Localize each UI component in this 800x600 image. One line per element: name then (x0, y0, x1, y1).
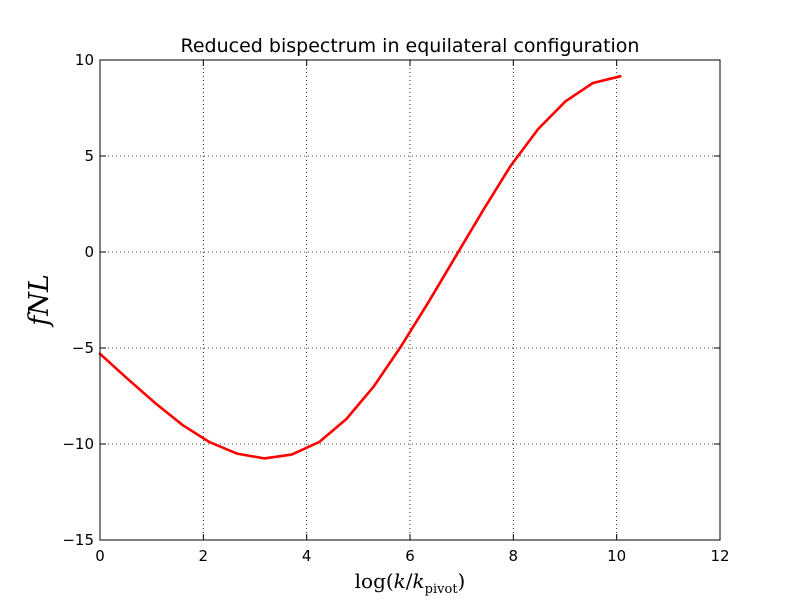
y-tick-label: 0 (84, 243, 94, 261)
y-axis-label: fNL (24, 274, 55, 328)
y-tick-label: 10 (75, 51, 94, 69)
x-tick-label: 10 (607, 547, 626, 565)
plot-frame (99, 59, 721, 541)
y-tick-label: −15 (62, 531, 94, 549)
y-tick-label: −10 (62, 435, 94, 453)
grid (100, 60, 720, 540)
x-axis-label: log(k/kpivot) (355, 569, 466, 597)
x-tick-label: 0 (95, 547, 105, 565)
x-tick-label: 6 (405, 547, 415, 565)
x-tick-label: 2 (199, 547, 209, 565)
series-line-0 (98, 75, 622, 460)
y-tick-label: −5 (72, 339, 94, 357)
chart-title: Reduced bispectrum in equilateral config… (181, 35, 640, 57)
x-tick-label: 8 (509, 547, 519, 565)
x-tick-label: 4 (302, 547, 312, 565)
series-layer (98, 75, 622, 460)
x-tick-label: 12 (710, 547, 729, 565)
y-tick-label: 5 (84, 147, 94, 165)
